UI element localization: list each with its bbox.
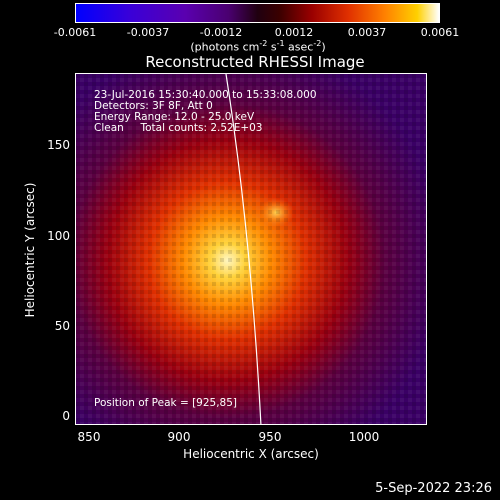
colorbar [75,3,440,23]
x-axis-label: Heliocentric X (arcsec) [183,447,319,461]
colorbar-tick: -0.0012 [199,26,243,39]
info-time-range: 23-Jul-2016 15:30:40.000 to 15:33:08.000 [94,89,317,101]
solar-limb-line [225,74,262,424]
x-tick-label: 950 [258,430,282,444]
flare-image [76,74,426,424]
colorbar-tick: 0.0037 [347,26,387,39]
y-tick-label: 0 [62,409,70,423]
colorbar-tick: 0.0012 [274,26,314,39]
info-energy-range: Energy Range: 12.0 - 25.0 keV [94,111,255,123]
info-total-counts: Clean Total counts: 2.52E+03 [94,122,263,134]
y-tick-label: 100 [47,229,70,243]
colorbar-unit: (photons cm-2 s-1 asec-2) [190,39,326,54]
colorbar-tick: 0.0061 [420,26,460,39]
image-title: Reconstructed RHESSI Image [145,53,365,71]
image-plot[interactable]: 23-Jul-2016 15:30:40.000 to 15:33:08.000… [75,73,427,425]
y-axis-label: Heliocentric Y (arcsec) [23,182,37,318]
colorbar-tick: -0.0061 [53,26,97,39]
timestamp: 5-Sep-2022 23:26 [375,481,492,496]
x-tick-label: 850 [77,430,101,444]
y-tick-label: 150 [47,138,70,152]
y-tick-label: 50 [54,319,70,333]
x-tick-label: 1000 [348,430,380,444]
peak-position: Position of Peak = [925,85] [94,397,238,409]
colorbar-tick: -0.0037 [126,26,170,39]
x-tick-label: 900 [167,430,191,444]
info-detectors: Detectors: 3F 8F, Att 0 [94,100,213,112]
